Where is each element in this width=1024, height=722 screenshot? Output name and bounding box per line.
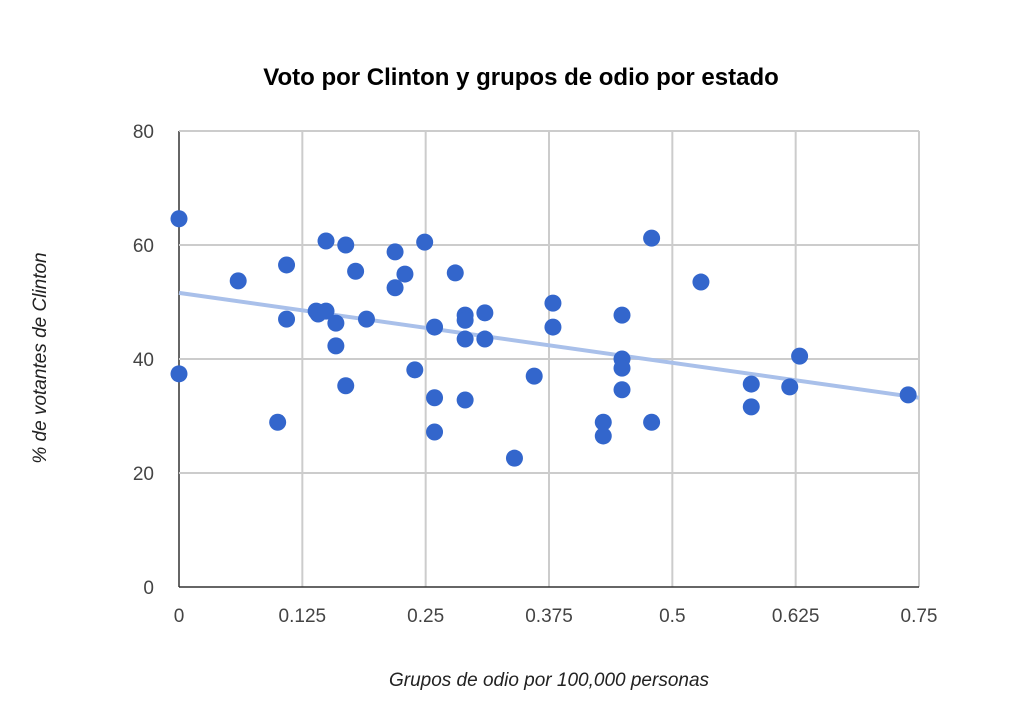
data-point: [613, 381, 631, 399]
data-point: [505, 449, 523, 467]
data-point: [327, 337, 345, 355]
x-tick-label: 0.5: [659, 606, 685, 627]
x-tick-label: 0.625: [772, 606, 820, 627]
data-point: [456, 391, 474, 409]
y-tick-label: 80: [133, 122, 154, 143]
data-point: [406, 361, 424, 379]
data-point: [791, 347, 809, 365]
data-point: [643, 229, 661, 247]
data-point: [594, 427, 612, 445]
data-point: [357, 310, 375, 328]
data-point: [269, 413, 287, 431]
trendline: [178, 290, 920, 400]
data-point: [613, 359, 631, 377]
data-point: [170, 365, 188, 383]
data-point: [456, 330, 474, 348]
data-point: [347, 262, 365, 280]
y-tick-label: 0: [143, 578, 154, 599]
data-point: [544, 318, 562, 336]
data-point: [476, 304, 494, 322]
data-point: [692, 273, 710, 291]
trendline-group: [178, 290, 920, 400]
data-point: [386, 243, 404, 261]
x-tick-label: 0.125: [279, 606, 327, 627]
data-point: [170, 210, 188, 228]
data-point: [337, 236, 355, 254]
data-point: [426, 389, 444, 407]
data-point: [643, 413, 661, 431]
data-point: [781, 378, 799, 396]
data-point: [742, 375, 760, 393]
y-tick-label: 20: [133, 464, 154, 485]
data-point: [416, 233, 434, 251]
data-point: [426, 423, 444, 441]
y-tick-label: 60: [133, 236, 154, 257]
data-point: [317, 232, 335, 250]
data-point: [899, 386, 917, 404]
data-point: [278, 310, 296, 328]
y-tick-label: 40: [133, 350, 154, 371]
data-points: [170, 210, 917, 467]
chart-title: Voto por Clinton y grupos de odio por es…: [263, 64, 779, 91]
data-point: [317, 302, 335, 320]
data-point: [446, 264, 464, 282]
data-point: [525, 367, 543, 385]
x-tick-label: 0.75: [901, 606, 938, 627]
data-point: [278, 256, 296, 274]
tick-labels: 0 0.125 0.25 0.375 0.5 0.625 0.75 0 20 40 60 80: [133, 122, 938, 627]
data-point: [476, 330, 494, 348]
data-point: [742, 398, 760, 416]
data-point: [544, 294, 562, 312]
gridlines: [178, 130, 920, 588]
x-axis-label: Grupos de odio por 100,000 personas: [389, 670, 710, 691]
x-tick-label: 0.25: [407, 606, 444, 627]
y-axis-label: % de votantes de Clinton: [30, 252, 51, 463]
data-point: [594, 413, 612, 431]
x-tick-label: 0.375: [525, 606, 573, 627]
data-point: [327, 314, 345, 332]
data-point: [613, 306, 631, 324]
data-point: [337, 377, 355, 395]
data-point: [396, 265, 414, 283]
data-point: [426, 318, 444, 336]
x-tick-label: 0: [174, 606, 185, 627]
data-point: [386, 279, 404, 297]
data-point: [456, 311, 474, 329]
data-point: [229, 272, 247, 290]
